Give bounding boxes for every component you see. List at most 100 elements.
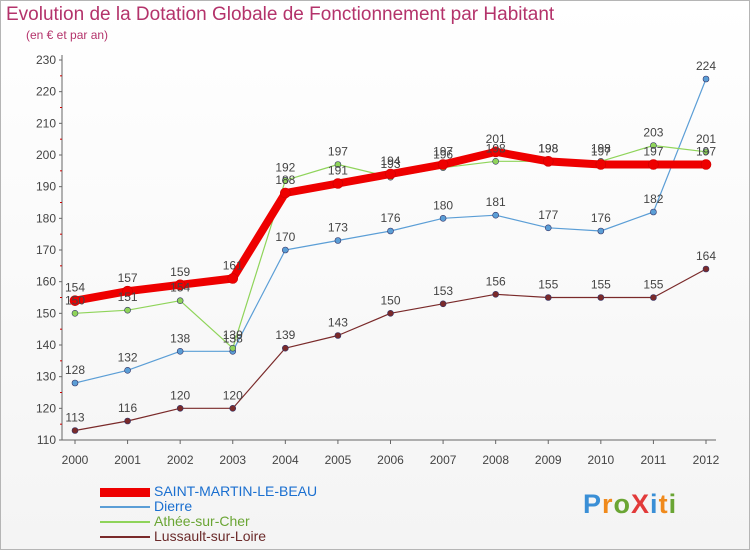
data-point-saint-martin-le-beau <box>490 146 501 158</box>
data-point-lussault-sur-loire <box>544 294 552 301</box>
data-label-lussault-sur-loire: 153 <box>433 284 453 298</box>
data-label-ath-e-sur-cher: 150 <box>65 293 85 307</box>
data-point-saint-martin-le-beau <box>595 159 607 170</box>
data-label-ath-e-sur-cher: 154 <box>170 281 190 295</box>
data-point-ath-e-sur-cher <box>702 148 710 156</box>
data-point-saint-martin-le-beau <box>385 168 396 180</box>
logo-letter: P <box>583 489 603 519</box>
data-point-lussault-sur-loire <box>124 417 131 425</box>
data-label-dierre: 180 <box>433 198 453 212</box>
data-label-dierre: 224 <box>696 59 716 73</box>
data-label-lussault-sur-loire: 156 <box>486 274 506 288</box>
data-label-ath-e-sur-cher: 198 <box>538 141 558 155</box>
logo-letter: X <box>631 489 651 519</box>
data-point-saint-martin-le-beau <box>174 279 186 291</box>
data-point-dierre <box>439 215 447 222</box>
data-label-dierre: 176 <box>591 211 611 225</box>
data-label-lussault-sur-loire: 155 <box>591 278 611 292</box>
legend-label: Lussault-sur-Loire <box>154 528 267 544</box>
x-tick-label: 2012 <box>693 453 720 467</box>
data-point-dierre <box>597 227 605 235</box>
logo-letter: i <box>650 489 659 519</box>
data-point-lussault-sur-loire <box>597 294 605 301</box>
x-tick-label: 2010 <box>587 453 614 467</box>
logo-letter: r <box>602 489 614 519</box>
logo-letter: t <box>658 489 669 519</box>
y-tick-label: 180 <box>36 211 56 225</box>
data-point-lussault-sur-loire <box>492 291 499 298</box>
data-label-ath-e-sur-cher: 193 <box>380 157 400 171</box>
data-label-lussault-sur-loire: 120 <box>170 388 190 402</box>
y-tick-label: 170 <box>36 243 56 257</box>
data-point-dierre <box>282 246 289 254</box>
x-tick-label: 2005 <box>325 453 352 467</box>
data-point-saint-martin-le-beau <box>648 159 659 170</box>
data-point-ath-e-sur-cher <box>176 297 184 304</box>
data-point-ath-e-sur-cher <box>492 158 499 165</box>
data-point-saint-martin-le-beau <box>542 156 554 167</box>
data-point-lussault-sur-loire <box>439 300 447 308</box>
data-label-dierre: 170 <box>275 230 295 244</box>
x-tick-label: 2002 <box>167 453 194 467</box>
data-point-dierre <box>387 227 394 235</box>
data-label-ath-e-sur-cher: 197 <box>328 145 348 159</box>
data-point-dierre <box>492 211 499 219</box>
data-point-dierre <box>124 367 131 374</box>
logo-letter: o <box>613 489 632 519</box>
legend-label: Dierre <box>154 498 193 514</box>
data-label-lussault-sur-loire: 116 <box>118 401 137 415</box>
data-label-saint-martin-le-beau: 161 <box>223 259 243 273</box>
legend-swatch <box>100 521 150 523</box>
data-label-lussault-sur-loire: 164 <box>696 249 716 263</box>
data-point-saint-martin-le-beau <box>227 273 239 284</box>
data-point-ath-e-sur-cher <box>124 306 131 314</box>
data-label-saint-martin-le-beau: 154 <box>65 281 85 295</box>
y-tick-label: 140 <box>36 338 56 352</box>
data-label-lussault-sur-loire: 139 <box>275 328 295 342</box>
chart-title: Evolution de la Dotation Globale de Fonc… <box>6 4 555 25</box>
data-label-dierre: 132 <box>118 350 138 364</box>
data-label-lussault-sur-loire: 143 <box>328 316 348 330</box>
data-label-saint-martin-le-beau: 201 <box>486 132 506 146</box>
data-label-saint-martin-le-beau: 157 <box>118 271 138 285</box>
data-label-ath-e-sur-cher: 151 <box>118 290 138 304</box>
legend-swatch <box>100 487 150 497</box>
data-label-saint-martin-le-beau: 194 <box>380 154 400 168</box>
data-label-saint-martin-le-beau: 197 <box>591 145 611 159</box>
data-label-dierre: 173 <box>328 221 348 235</box>
data-label-saint-martin-le-beau: 197 <box>696 145 716 159</box>
data-label-ath-e-sur-cher: 192 <box>275 160 295 174</box>
proxiti-logo: ProXiti <box>583 489 677 520</box>
data-point-saint-martin-le-beau <box>437 159 449 170</box>
data-point-saint-martin-le-beau <box>122 285 133 297</box>
data-point-saint-martin-le-beau <box>69 295 81 306</box>
data-label-ath-e-sur-cher: 203 <box>643 126 663 140</box>
data-point-lussault-sur-loire <box>71 427 79 434</box>
data-label-lussault-sur-loire: 120 <box>223 388 243 402</box>
x-tick-label: 2009 <box>535 453 562 467</box>
data-label-dierre: 138 <box>170 331 190 345</box>
y-tick-label: 160 <box>36 275 56 289</box>
legend-swatch <box>100 536 150 538</box>
data-label-saint-martin-le-beau: 159 <box>170 265 190 279</box>
data-label-ath-e-sur-cher: 198 <box>591 141 611 155</box>
x-tick-label: 2007 <box>430 453 457 467</box>
data-point-lussault-sur-loire <box>650 294 657 301</box>
data-label-lussault-sur-loire: 155 <box>643 278 663 292</box>
y-tick-label: 110 <box>37 433 56 447</box>
y-tick-label: 120 <box>36 401 56 415</box>
data-point-dierre <box>544 224 552 232</box>
data-point-saint-martin-le-beau <box>700 159 712 170</box>
data-label-lussault-sur-loire: 113 <box>65 411 84 425</box>
y-tick-label: 200 <box>36 148 56 162</box>
legend-label: Athée-sur-Cher <box>154 513 250 529</box>
data-label-dierre: 177 <box>538 208 558 222</box>
x-tick-label: 2011 <box>641 453 667 467</box>
data-label-dierre: 176 <box>380 211 400 225</box>
y-tick-label: 220 <box>36 85 56 99</box>
data-point-ath-e-sur-cher <box>71 310 79 317</box>
data-label-ath-e-sur-cher: 201 <box>696 132 716 146</box>
x-tick-label: 2003 <box>219 453 246 467</box>
